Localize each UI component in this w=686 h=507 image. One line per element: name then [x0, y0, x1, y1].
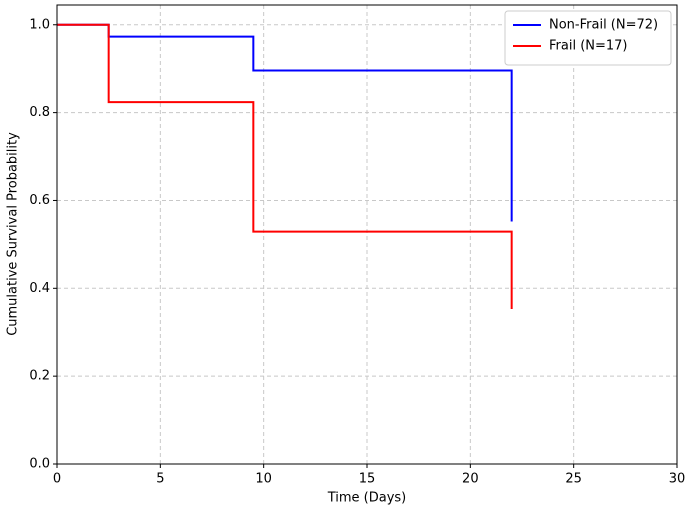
y-tick-label: 0.6 — [29, 193, 50, 208]
legend-label: Non-Frail (N=72) — [549, 18, 658, 33]
legend-box — [504, 10, 672, 66]
x-tick-label: 15 — [359, 472, 376, 487]
x-tick-label: 10 — [255, 472, 272, 487]
y-tick-label: 0.8 — [29, 105, 50, 120]
x-tick-label: 0 — [53, 472, 61, 487]
survival-curve — [57, 23, 513, 309]
y-tick-label: 0.4 — [29, 281, 50, 296]
x-tick-label: 30 — [669, 472, 686, 487]
x-tick-label: 5 — [156, 472, 164, 487]
y-tick-label: 0.2 — [29, 369, 50, 384]
plot-frame — [56, 4, 678, 465]
y-axis-label: Cumulative Survival Probability — [6, 132, 21, 336]
y-tick-label: 0.0 — [29, 457, 50, 472]
x-axis-label: Time (Days) — [327, 491, 407, 506]
y-tick-label: 1.0 — [29, 17, 50, 32]
legend-label: Frail (N=17) — [549, 39, 628, 54]
survival-curve — [57, 23, 513, 222]
x-tick-label: 20 — [462, 472, 479, 487]
x-tick-label: 25 — [565, 472, 582, 487]
